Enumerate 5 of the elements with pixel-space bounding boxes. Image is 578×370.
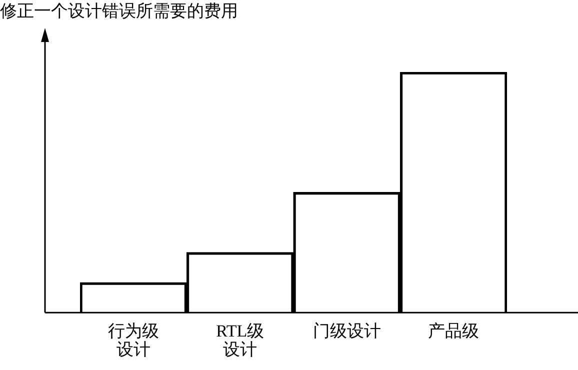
x-tick-label: 产品级 (428, 321, 480, 340)
x-tick-label: 行为级设计 (108, 321, 159, 360)
x-tick-label: 门级设计 (312, 321, 381, 340)
x-tick-label: RTL级设计 (216, 321, 264, 360)
y-axis-title: 修正一个设计错误所需要的费用 (0, 1, 238, 20)
